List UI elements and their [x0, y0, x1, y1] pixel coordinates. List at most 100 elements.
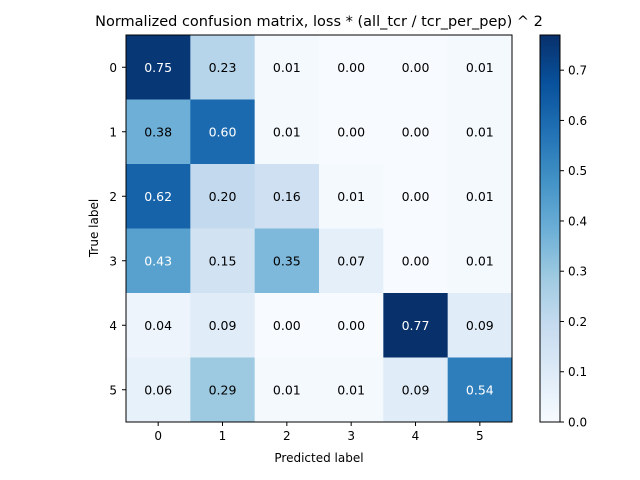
- heatmap-cell: [190, 228, 256, 294]
- cell-value-label: 0.35: [273, 253, 301, 268]
- cell-value-label: 0.00: [402, 253, 430, 268]
- heatmap-cell: [126, 228, 191, 294]
- colorbar-tick-label: 0.3: [568, 265, 587, 279]
- cell-value-label: 0.16: [273, 189, 301, 204]
- heatmap-cell: [319, 99, 384, 165]
- heatmap-cell: [447, 164, 513, 229]
- heatmap-cell: [319, 35, 384, 100]
- heatmap-cell: [126, 99, 191, 165]
- cell-value-label: 0.01: [273, 382, 301, 397]
- heatmap-cell: [447, 99, 513, 165]
- heatmap-cell: [126, 357, 191, 423]
- heatmap-cell: [319, 357, 384, 423]
- heatmap-cell: [190, 357, 256, 423]
- cell-value-label: 0.00: [273, 318, 301, 333]
- heatmap-cell: [383, 99, 449, 165]
- cell-value-label: 0.23: [209, 60, 237, 75]
- colorbar: [539, 34, 561, 423]
- plot-frame: [125, 34, 513, 423]
- heatmap-cell: [254, 99, 320, 165]
- cell-value-label: 0.29: [209, 382, 237, 397]
- heatmap-cell: [383, 293, 449, 358]
- cell-value-label: 0.09: [402, 382, 430, 397]
- colorbar-tick-label: 0.4: [568, 214, 587, 228]
- heatmap-cell: [126, 293, 191, 358]
- y-axis-label: True label: [87, 199, 101, 258]
- cell-value-label: 0.75: [144, 60, 172, 75]
- cell-value-label: 0.09: [466, 318, 494, 333]
- heatmap-cells: [126, 35, 513, 423]
- cell-value-label: 0.07: [337, 253, 365, 268]
- x-axis-label: Predicted label: [274, 451, 363, 465]
- x-tick-label: 0: [154, 429, 162, 443]
- cell-value-label: 0.15: [209, 253, 237, 268]
- heatmap-cell: [383, 228, 449, 294]
- cell-value-label: 0.43: [144, 253, 172, 268]
- cell-value-label: 0.01: [466, 60, 494, 75]
- cell-value-label: 0.00: [402, 189, 430, 204]
- x-axis-ticks: 0 1 2 3 4 5: [154, 422, 484, 443]
- cell-value-label: 0.60: [209, 124, 237, 139]
- heatmap-cell: [254, 357, 320, 423]
- cell-value-label: 0.00: [402, 124, 430, 139]
- cell-value-label: 0.77: [402, 318, 430, 333]
- colorbar-tick-label: 0.0: [568, 416, 587, 430]
- y-tick-label: 4: [109, 319, 117, 333]
- cell-value-label: 0.01: [273, 124, 301, 139]
- cell-value-label: 0.00: [337, 318, 365, 333]
- cell-value-label: 0.06: [144, 382, 172, 397]
- heatmap-cell: [126, 164, 191, 229]
- heatmap-cell: [126, 35, 191, 100]
- heatmap-cell: [190, 293, 256, 358]
- x-tick-label: 1: [219, 429, 227, 443]
- cell-value-label: 0.01: [337, 382, 365, 397]
- heatmap-cell: [190, 99, 256, 165]
- heatmap-cell: [447, 293, 513, 358]
- colorbar-tick-label: 0.7: [568, 64, 587, 78]
- cell-value-label: 0.20: [209, 189, 237, 204]
- y-tick-label: 2: [109, 190, 117, 204]
- colorbar-tick-label: 0.6: [568, 114, 587, 128]
- cell-value-label: 0.54: [466, 382, 494, 397]
- x-tick-label: 2: [283, 429, 291, 443]
- cell-value-label: 0.01: [466, 189, 494, 204]
- heatmap-cell: [319, 228, 384, 294]
- y-tick-label: 1: [109, 125, 117, 139]
- y-axis-ticks: 0 1 2 3 4 5: [109, 61, 126, 397]
- heatmap-cell: [383, 357, 449, 423]
- heatmap-cell: [447, 357, 513, 423]
- colorbar-tick-label: 0.1: [568, 365, 587, 379]
- heatmap-cell: [319, 293, 384, 358]
- cell-value-label: 0.01: [273, 60, 301, 75]
- cell-value-label: 0.04: [144, 318, 172, 333]
- y-tick-label: 3: [109, 254, 117, 268]
- heatmap-cell: [447, 228, 513, 294]
- heatmap-cell: [319, 164, 384, 229]
- x-tick-label: 5: [476, 429, 484, 443]
- x-tick-label: 3: [347, 429, 355, 443]
- heatmap-cell: [383, 35, 449, 100]
- cell-value-label: 0.00: [402, 60, 430, 75]
- y-tick-label: 5: [109, 383, 117, 397]
- cell-value-label: 0.00: [337, 60, 365, 75]
- cell-value-label: 0.09: [209, 318, 237, 333]
- colorbar-tick-label: 0.2: [568, 315, 587, 329]
- cell-value-label: 0.62: [144, 189, 172, 204]
- colorbar-tick-label: 0.5: [568, 164, 587, 178]
- heatmap-cell: [447, 35, 513, 100]
- heatmap-cell: [254, 35, 320, 100]
- cell-value-label: 0.00: [337, 124, 365, 139]
- heatmap-cell: [254, 293, 320, 358]
- heatmap-cell: [190, 35, 256, 100]
- cell-value-label: 0.01: [466, 253, 494, 268]
- heatmap-cell: [254, 164, 320, 229]
- cell-value-label: 0.38: [144, 124, 172, 139]
- chart-title: Normalized confusion matrix, loss * (all…: [95, 14, 543, 30]
- heatmap-cell: [190, 164, 256, 229]
- heatmap-cell: [383, 164, 449, 229]
- x-tick-label: 4: [412, 429, 420, 443]
- cell-value-label: 0.01: [337, 189, 365, 204]
- y-tick-label: 0: [109, 61, 117, 75]
- heatmap-cell-labels: 0.75 0.23 0.01 0.00 0.00 0.01 0.38 0.60 0.01 0.00…: [144, 60, 494, 398]
